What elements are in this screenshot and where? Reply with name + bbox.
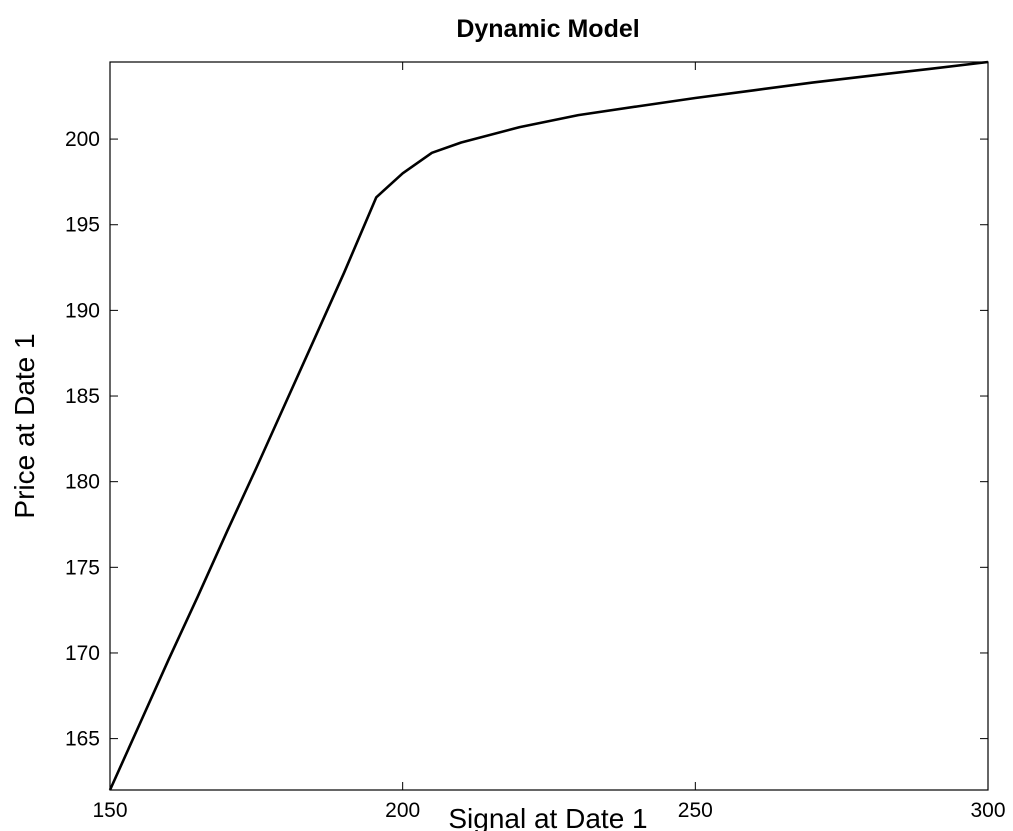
x-axis-ticks: 150 200 250 300 <box>92 62 1006 822</box>
x-tick-label: 300 <box>970 799 1005 822</box>
y-tick-label: 175 <box>65 556 100 579</box>
y-tick-label: 185 <box>65 385 100 408</box>
x-tick-label: 250 <box>678 799 713 822</box>
y-tick-label: 165 <box>65 728 100 751</box>
y-axis-label: Price at Date 1 <box>9 333 40 518</box>
y-axis-ticks: 165 170 175 180 185 190 195 200 <box>65 128 988 751</box>
y-tick-label: 200 <box>65 128 100 151</box>
chart-title: Dynamic Model <box>456 15 639 43</box>
x-tick-label: 200 <box>385 799 420 822</box>
plot-area <box>109 61 989 791</box>
y-tick-label: 180 <box>65 471 100 494</box>
x-tick-label: 150 <box>92 799 127 822</box>
y-tick-label: 190 <box>65 299 100 322</box>
series-line <box>108 60 989 791</box>
series-layer <box>108 60 989 791</box>
x-axis-label: Signal at Date 1 <box>448 803 647 831</box>
y-tick-label: 170 <box>65 642 100 665</box>
y-tick-label: 195 <box>65 214 100 237</box>
